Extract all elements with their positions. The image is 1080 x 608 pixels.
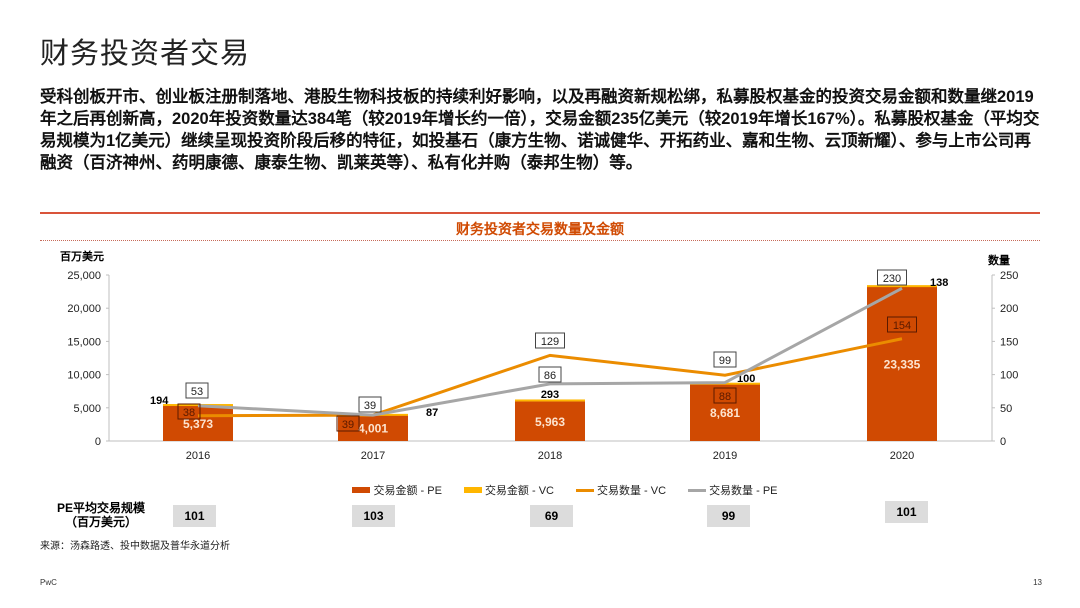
count-vc-label-box <box>336 415 360 432</box>
line-count-pe <box>197 286 903 417</box>
count-vc-label-box <box>177 403 201 420</box>
legend-label: 交易金额 - PE <box>373 485 442 497</box>
legend-label: 交易数量 - PE <box>709 485 778 497</box>
x-tick-label: 2019 <box>713 450 737 462</box>
bar-pe <box>515 401 585 441</box>
bar-vc-label: 293 <box>541 389 559 401</box>
count-pe-label-box <box>185 382 209 399</box>
count-pe-label: 39 <box>364 400 376 412</box>
count-vc-label-box <box>535 332 565 349</box>
bar-pe <box>690 383 760 441</box>
bar-pe-label: 23,335 <box>884 358 921 372</box>
count-vc-label-box <box>713 351 737 368</box>
line-count-vc <box>197 337 903 418</box>
y2-tick-label: 150 <box>1000 336 1018 348</box>
y-tick-label: 0 <box>95 436 101 448</box>
bar-pe-label: 5,373 <box>183 417 213 431</box>
legend-label: 交易金额 - VC <box>484 485 554 497</box>
x-tick-label: 2020 <box>890 450 914 462</box>
pe-avg-value: 69 <box>530 505 573 527</box>
bar-pe <box>338 414 408 441</box>
source-note: 来源：汤森路透、投中数据及普华永道分析 <box>40 541 230 552</box>
pe-avg-value: 101 <box>173 505 216 527</box>
pe-avg-label-line1: PE平均交易规模 <box>56 501 145 515</box>
y-axis-label: 百万美元 <box>60 249 104 263</box>
legend-item: 交易数量 - VC <box>576 482 666 498</box>
count-pe-label-box <box>877 269 907 286</box>
x-tick-label: 2016 <box>186 450 210 462</box>
page-title: 财务投资者交易 <box>40 38 251 70</box>
count-vc-label-box <box>887 316 917 333</box>
count-vc-label: 154 <box>893 320 911 332</box>
legend: 交易金额 - PE 交易金额 - VC 交易数量 - VC 交易数量 - PE <box>0 482 1080 498</box>
bar-vc <box>163 404 233 407</box>
y2-axis-label: 数量 <box>988 253 1010 267</box>
bar-vc <box>515 399 585 402</box>
bar-pe-label: 8,681 <box>710 406 740 420</box>
bar-pe <box>867 286 937 441</box>
bar-pe <box>163 405 233 441</box>
footer-brand: PwC <box>40 578 57 587</box>
legend-item: 交易金额 - VC <box>463 482 554 498</box>
pe-avg-value: 99 <box>707 505 750 527</box>
y-tick-label: 20,000 <box>67 303 101 315</box>
count-pe-label: 88 <box>719 391 731 403</box>
pe-avg-label-line2: （百万美元） <box>64 515 137 529</box>
count-pe-label: 53 <box>191 386 203 398</box>
count-vc-label: 39 <box>342 419 354 431</box>
count-pe-label-box <box>713 387 737 404</box>
y-tick-label: 10,000 <box>67 370 101 382</box>
count-pe-label-box <box>358 396 382 413</box>
count-vc-label: 129 <box>541 336 559 348</box>
bar-vc-label: 100 <box>737 373 755 385</box>
x-tick-label: 2018 <box>538 450 562 462</box>
y2-tick-label: 0 <box>1000 436 1006 448</box>
y-tick-label: 15,000 <box>67 336 101 348</box>
x-tick-label: 2017 <box>361 450 385 462</box>
legend-item: 交易金额 - PE <box>352 482 442 498</box>
count-vc-label: 99 <box>719 355 731 367</box>
count-pe-label-box <box>538 366 562 383</box>
y2-tick-label: 250 <box>1000 270 1018 282</box>
count-pe-label: 86 <box>544 370 556 382</box>
chart-title: 财务投资者交易数量及金额 <box>456 221 624 237</box>
bar-vc-label: 87 <box>426 407 438 419</box>
summary-paragraph: 受科创板开市、创业板注册制落地、港股生物科技板的持续利好影响，以及再融资新规松绑… <box>40 88 1040 172</box>
bar-pe-label: 4,001 <box>358 422 388 436</box>
y-tick-label: 5,000 <box>73 403 101 415</box>
bar-vc-label: 194 <box>150 395 169 407</box>
dotted-divider <box>40 240 1040 241</box>
pe-avg-value: 101 <box>885 501 928 523</box>
y2-tick-label: 200 <box>1000 303 1018 315</box>
page-number: 13 <box>1033 578 1042 587</box>
divider <box>40 212 1040 214</box>
count-pe-label: 230 <box>883 273 901 285</box>
y2-tick-label: 100 <box>1000 370 1018 382</box>
legend-item: 交易数量 - PE <box>688 482 778 498</box>
bar-vc <box>867 285 937 288</box>
y2-tick-label: 50 <box>1000 403 1012 415</box>
pe-avg-label: PE平均交易规模 （百万美元） <box>56 501 146 529</box>
count-vc-label: 38 <box>183 407 195 419</box>
legend-label: 交易数量 - VC <box>597 485 667 497</box>
pe-avg-value: 103 <box>352 505 395 527</box>
y-tick-label: 25,000 <box>67 270 101 282</box>
bar-vc-label: 138 <box>930 277 948 289</box>
bar-pe-label: 5,963 <box>535 415 565 429</box>
